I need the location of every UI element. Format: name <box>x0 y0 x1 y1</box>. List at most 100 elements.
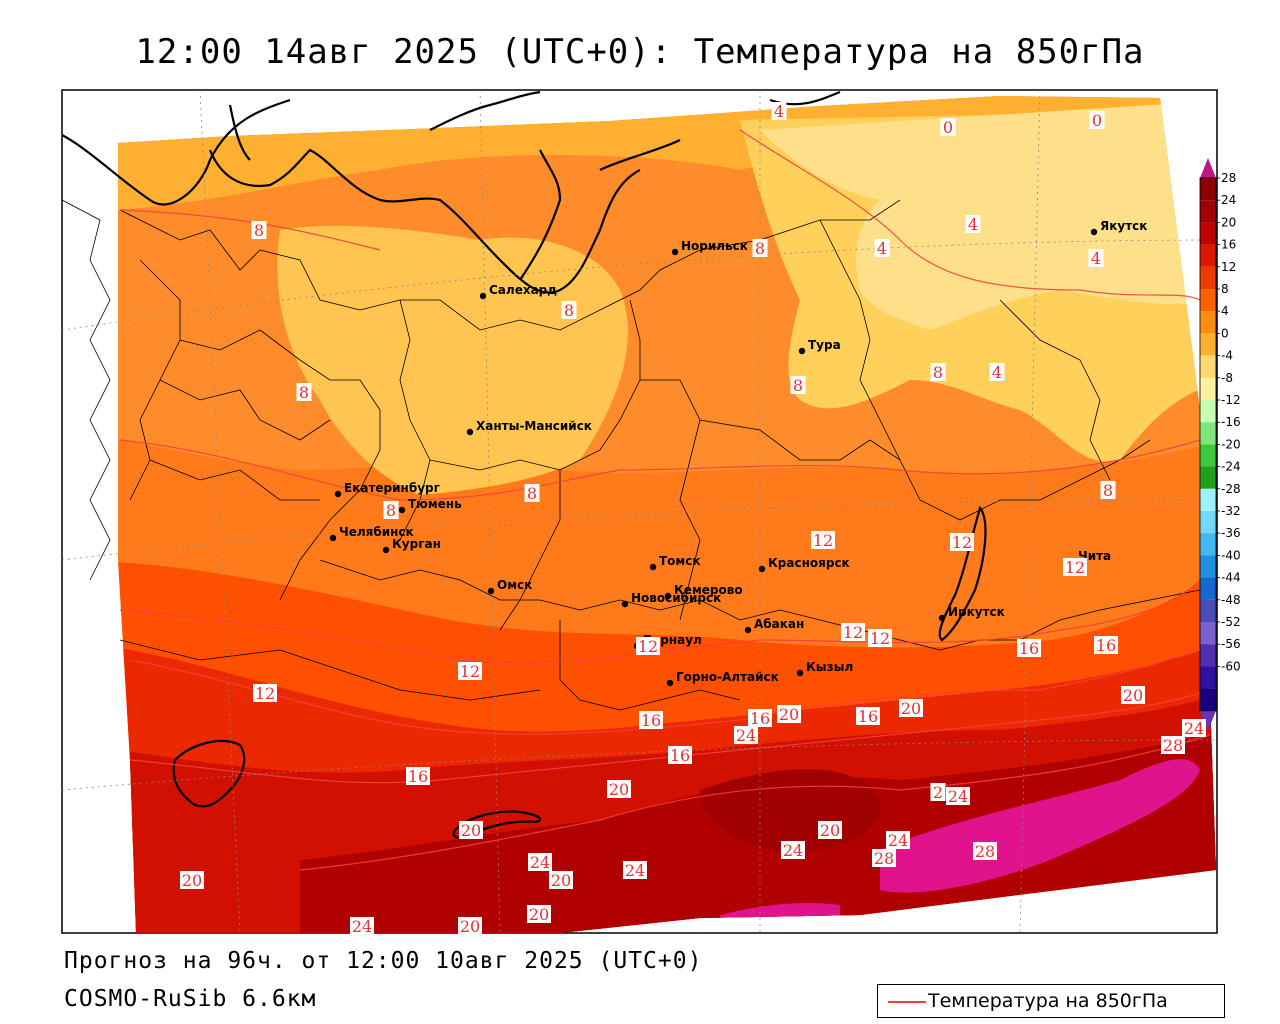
city-label: Челябинск <box>339 525 414 539</box>
isotherm-label: 16 <box>670 746 690 765</box>
isotherm-label-bg <box>818 821 842 839</box>
city-label: Якутск <box>1100 219 1147 233</box>
isotherm-label: 4 <box>774 102 784 121</box>
isotherm-label-bg <box>874 239 890 257</box>
isotherm-label-bg <box>528 853 552 871</box>
isotherm-label-bg <box>253 684 277 702</box>
isotherm-label: 24 <box>625 861 645 880</box>
isotherm-label-bg <box>1088 249 1104 267</box>
colorbar-tick-label: -8 <box>1221 371 1233 385</box>
colorbar-swatch <box>1200 266 1216 289</box>
isotherm-label-bg <box>180 871 204 889</box>
colorbar-swatch <box>1200 333 1216 356</box>
graticule <box>62 90 1217 933</box>
isotherm-label: 2 <box>933 783 943 802</box>
isotherm-label-bg <box>350 917 374 935</box>
isotherm-label-bg <box>1121 686 1145 704</box>
colorbar-tick-label: 16 <box>1221 238 1236 252</box>
city-label: Омск <box>497 578 532 592</box>
isotherm-label-bg <box>950 533 974 551</box>
isotherm-label-bg <box>251 221 267 239</box>
colorbar-tick-label: -36 <box>1221 526 1241 540</box>
city-dot <box>671 248 679 256</box>
isotherm-label: 8 <box>564 301 574 320</box>
map-title: 12:00 14авг 2025 (UTC+0): Температура на… <box>135 32 1145 72</box>
colorbar-tick-label: -40 <box>1221 548 1241 562</box>
isotherm-label-bg <box>781 841 805 859</box>
isotherm-label-bg <box>527 905 551 923</box>
colorbar-swatch <box>1200 422 1216 445</box>
city-label: Горно-Алтайск <box>676 670 779 684</box>
city-label: Иркутск <box>948 605 1005 619</box>
map-legend: Температура на 850гПа <box>877 984 1225 1018</box>
isotherm-label: 24 <box>783 841 803 860</box>
isotherm-label-bg <box>752 239 768 257</box>
colorbar-swatch <box>1200 533 1216 556</box>
city-dot <box>796 669 804 677</box>
isotherm-label-bg <box>1017 639 1041 657</box>
colorbar-tick-label: 4 <box>1221 304 1229 318</box>
isotherm-label-bg <box>1094 636 1118 654</box>
colorbar-swatch <box>1200 244 1216 267</box>
city-dot <box>334 490 342 498</box>
colorbar-tick-label: -48 <box>1221 593 1241 607</box>
city-dot <box>382 546 390 554</box>
admin-boundaries <box>62 199 1201 711</box>
isotherm-label: 20 <box>1123 686 1143 705</box>
city-label: Екатеринбург <box>344 481 440 495</box>
isotherm-label-bg <box>623 861 647 879</box>
colorbar-swatch <box>1200 466 1216 489</box>
colorbar-swatch <box>1200 355 1216 378</box>
city-dot <box>758 565 766 573</box>
colorbar-tick-label: -28 <box>1221 482 1241 496</box>
isotherm-label-bg <box>406 767 430 785</box>
colorbar-tick-label: -52 <box>1221 615 1241 629</box>
isotherm-label-bg <box>771 102 787 120</box>
city-dot <box>744 626 752 634</box>
isotherm-label: 16 <box>641 711 661 730</box>
isotherm-label-bg <box>458 917 482 935</box>
city-label: Ханты-Мансийск <box>476 419 592 433</box>
isotherm-label: 28 <box>975 842 995 861</box>
isotherm-label-bg <box>872 849 896 867</box>
isotherm-label-bg <box>899 699 923 717</box>
colorbar-tick-label: -24 <box>1221 460 1241 474</box>
colorbar-swatch <box>1200 622 1216 645</box>
isotherm-label-bg <box>777 705 801 723</box>
isotherm-label-bg <box>973 842 997 860</box>
colorbar-swatch <box>1200 400 1216 423</box>
isotherm-label-bg <box>459 821 483 839</box>
isotherm-label: 12 <box>870 629 890 648</box>
city-label: Кемерово <box>674 583 743 597</box>
isotherm-label: 12 <box>813 531 833 550</box>
isotherm-label: 20 <box>551 871 571 890</box>
isotherm-label: 12 <box>460 662 480 681</box>
city-label: Красноярск <box>768 556 850 570</box>
isotherm-label-bg <box>668 746 692 764</box>
isotherm-label: 8 <box>299 383 309 402</box>
isotherm-label-bg <box>561 301 577 319</box>
isotherm-label: 8 <box>793 376 803 395</box>
isotherm-label: 20 <box>779 705 799 724</box>
colorbar-tick-label: -16 <box>1221 415 1241 429</box>
city-dot <box>664 592 672 600</box>
isotherm-label-bg <box>1182 719 1206 737</box>
colorbar-tick-label: 12 <box>1221 260 1236 274</box>
isotherm-label-bg <box>868 629 892 647</box>
isotherm-label: 16 <box>408 767 428 786</box>
isotherm-label-bg <box>748 709 772 727</box>
colorbar-swatch <box>1200 311 1216 334</box>
isotherm-label: 20 <box>901 699 921 718</box>
city-dot <box>666 679 674 687</box>
isotherm-label-bg <box>1063 558 1087 576</box>
colorbar-swatch <box>1200 444 1216 467</box>
isotherm-label-bg <box>965 215 981 233</box>
isotherm-label-bg <box>841 623 865 641</box>
isotherm-label-bg <box>989 363 1005 381</box>
city-markers: Норильск Якутск Салехард Тура Ханты-Мансийск… <box>329 219 1147 687</box>
isotherm-label: 28 <box>1163 736 1183 755</box>
isotherm-label: 20 <box>609 780 629 799</box>
colorbar-tick-label: -56 <box>1221 637 1241 651</box>
colorbar-swatch <box>1200 289 1216 312</box>
